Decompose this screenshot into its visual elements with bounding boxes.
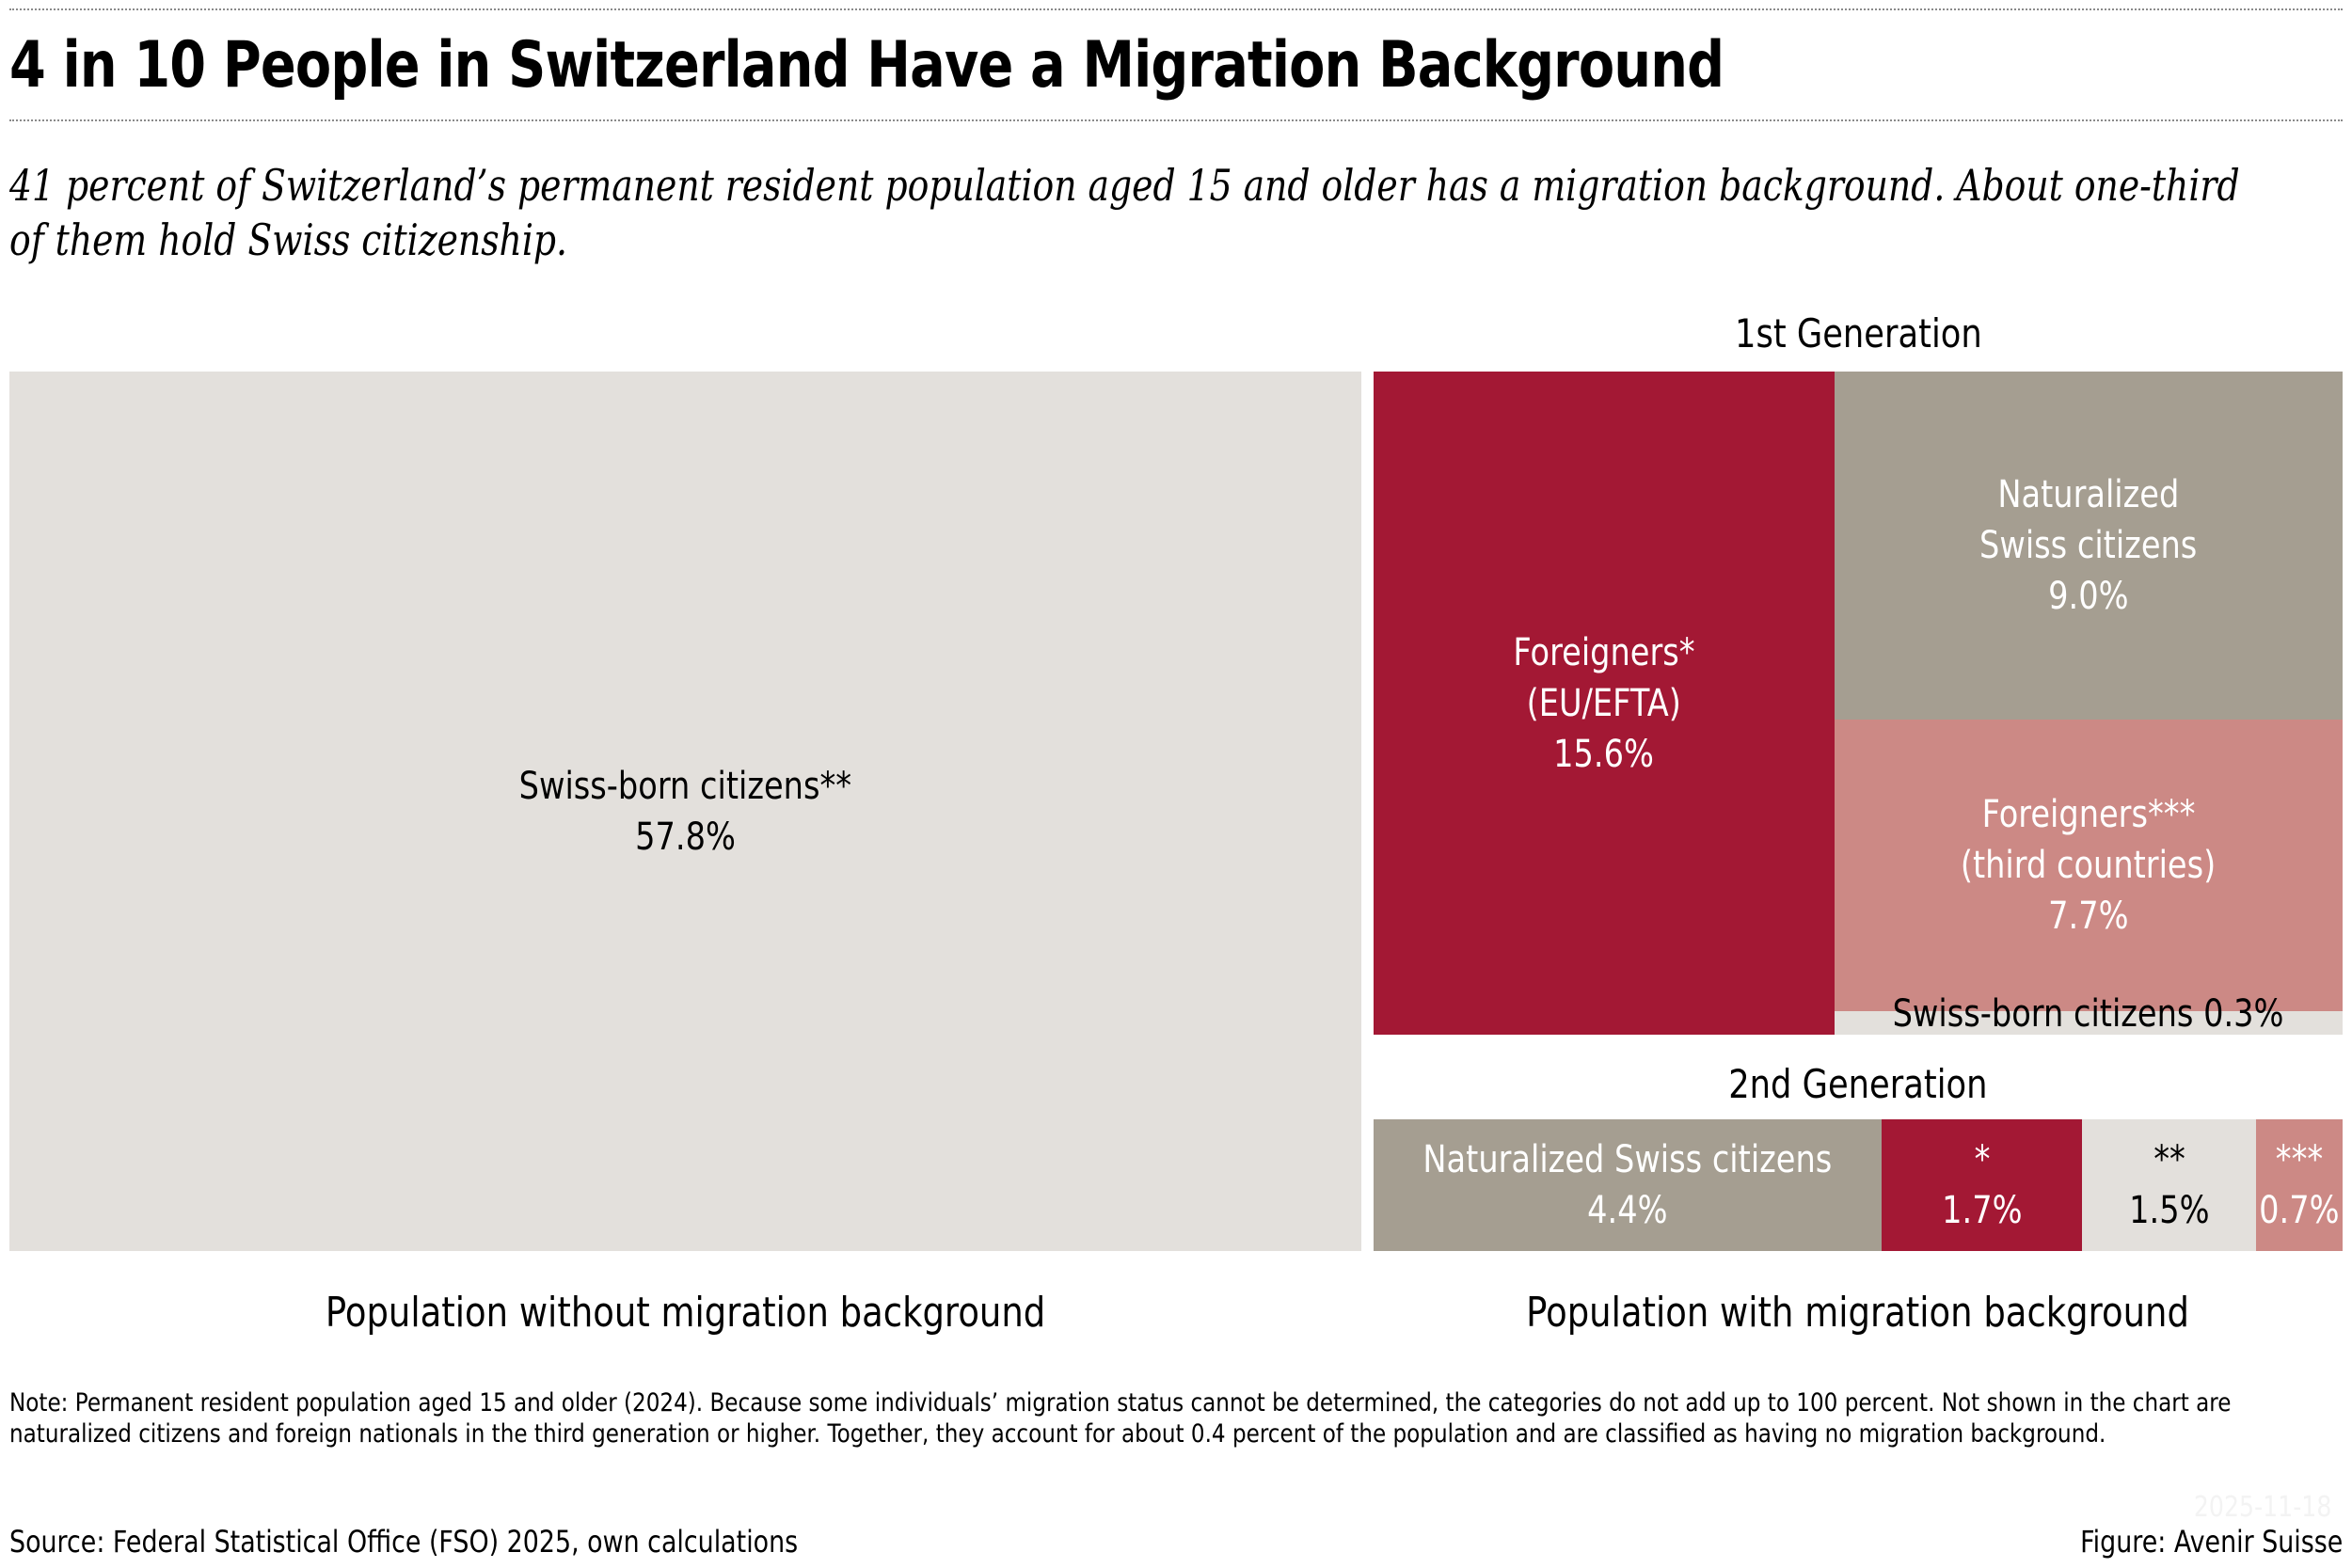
date-watermark: 2025-11-18: [2193, 1491, 2331, 1524]
cell-value: 7.7%: [2048, 895, 2129, 938]
treemap-cell-g2-eu-efta: * 1.7%: [1882, 1119, 2082, 1251]
source-credit: Source: Federal Statistical Office (FSO)…: [9, 1524, 799, 1560]
group-label-with: Population with migration background: [1526, 1289, 2190, 1337]
cell-value: 0.7%: [2259, 1189, 2340, 1232]
figure-credit: Figure: Avenir Suisse: [2079, 1524, 2343, 1560]
g1-swissborn-label: Swiss-born citizens 0.3%: [1893, 992, 2284, 1036]
group-label-without: Population without migration background: [325, 1289, 1046, 1337]
cell-label: *: [1974, 1138, 1990, 1181]
cell-label: Swiss citizens: [1979, 524, 2198, 567]
cell-label: (third countries): [1961, 844, 2217, 887]
cell-label: Foreigners***: [1981, 793, 2196, 836]
footnote: Note: Permanent resident population aged…: [9, 1388, 2232, 1449]
cell-label: (EU/EFTA): [1526, 681, 1682, 725]
gen1-header: 1st Generation: [1734, 310, 1982, 356]
cell-label: **: [2153, 1138, 2185, 1181]
cell-label: Naturalized Swiss citizens: [1422, 1138, 1833, 1181]
treemap-cell-swissborn: Swiss-born citizens** 57.8%: [9, 372, 1361, 1251]
top-rule: [9, 8, 2343, 10]
cell-value: 15.6%: [1553, 732, 1655, 776]
chart-title: 4 in 10 People in Switzerland Have a Mig…: [9, 28, 1724, 103]
cell-label: ***: [2275, 1138, 2324, 1181]
cell-value: 1.5%: [2128, 1189, 2210, 1232]
treemap-cell-g1-eu-efta: Foreigners* (EU/EFTA) 15.6%: [1374, 372, 1835, 1035]
cell-label: Swiss-born citizens**: [518, 764, 852, 808]
treemap-cell-g2-naturalized: Naturalized Swiss citizens 4.4%: [1374, 1119, 1882, 1251]
gen2-header: 2nd Generation: [1728, 1061, 1988, 1107]
treemap-cell-g1-swissborn: [1835, 1011, 2343, 1035]
title-rule: [9, 119, 2343, 121]
treemap-cell-g1-naturalized: Naturalized Swiss citizens 9.0%: [1835, 372, 2343, 720]
cell-value: 57.8%: [635, 815, 736, 859]
cell-value: 1.7%: [1941, 1189, 2023, 1232]
cell-label: Foreigners*: [1513, 630, 1695, 674]
cell-value: 4.4%: [1587, 1189, 1668, 1232]
treemap-cell-g1-third-countries: Foreigners*** (third countries) 7.7%: [1835, 720, 2343, 1011]
cell-label: Naturalized: [1997, 473, 2180, 516]
cell-value: 9.0%: [2048, 575, 2129, 618]
treemap-cell-g2-swissborn: ** 1.5%: [2082, 1119, 2256, 1251]
treemap-cell-g2-third-countries: *** 0.7%: [2256, 1119, 2343, 1251]
chart-subtitle: 41 percent of Switzerland’s permanent re…: [9, 160, 2240, 265]
